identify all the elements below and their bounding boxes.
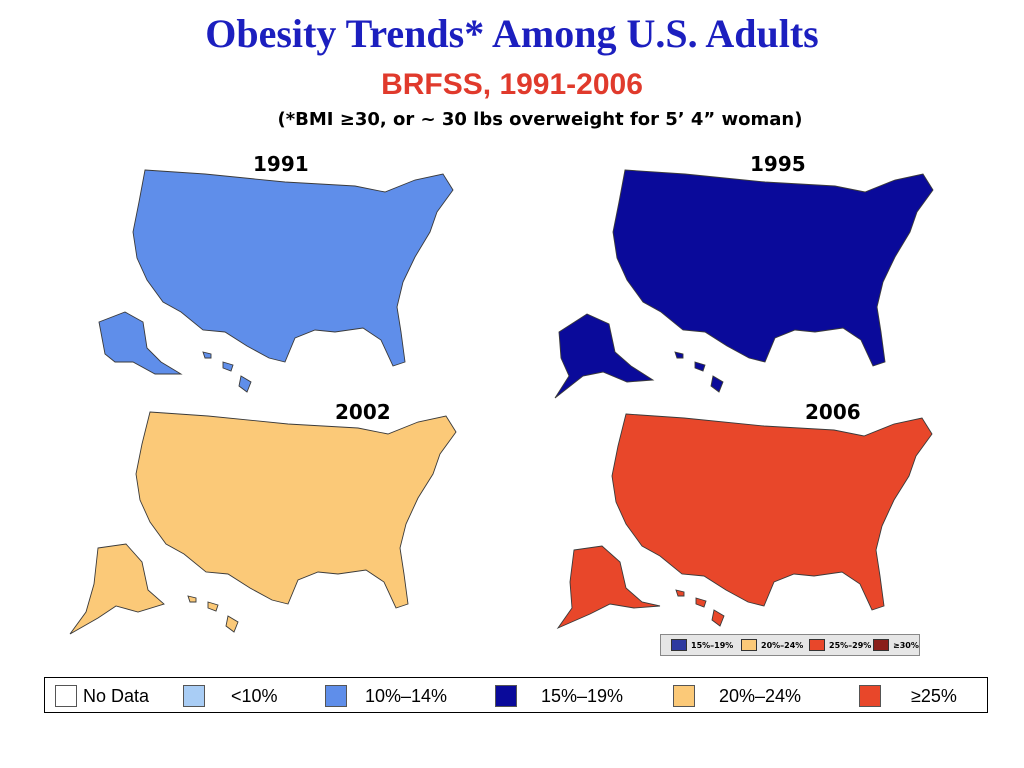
- alaska-1995: [554, 313, 655, 399]
- legend-item-lt10: [183, 683, 205, 709]
- map-year-label-2002: 2002: [335, 400, 391, 424]
- legend-label-15-19: 15%–19%: [541, 686, 624, 706]
- map-2002: [68, 406, 468, 638]
- legend-label-20-24: 20%–24%: [719, 686, 802, 706]
- map-year-label-1991: 1991: [253, 152, 309, 176]
- legend-item-10-14: [325, 683, 347, 709]
- map-1995-shapes: [554, 169, 934, 399]
- legend-label-no-data: No Data: [83, 686, 150, 706]
- inset-legend-item: 15%–19%: [671, 639, 733, 651]
- page-subtitle: BRFSS, 1991-2006: [381, 68, 643, 101]
- map-year-label-1995: 1995: [750, 152, 806, 176]
- legend-item-no-data: [55, 683, 77, 709]
- map-year-label-2006: 2006: [805, 400, 861, 424]
- legend-swatch: [183, 685, 205, 707]
- hawaii-2002: [187, 595, 239, 633]
- map-1995: [545, 162, 965, 407]
- alaska-1991: [98, 311, 183, 375]
- legend-item-15-19: [495, 683, 517, 709]
- map-2006-shapes: [556, 413, 933, 630]
- contiguous-us-2002: [135, 411, 457, 609]
- inset-legend-item: 25%–29%: [809, 639, 871, 651]
- map-2006: [540, 408, 960, 630]
- alaska-2002: [69, 543, 165, 635]
- legend-swatch: [859, 685, 881, 707]
- legend-item-20-24: [673, 683, 695, 709]
- map-2002-shapes: [69, 411, 457, 635]
- legend-label-10-14: 10%–14%: [365, 686, 448, 706]
- inset-legend-label: 20%–24%: [761, 640, 804, 650]
- alaska-2006: [556, 545, 661, 630]
- legend-label-ge25: ≥25%: [911, 686, 957, 706]
- inset-legend-swatch: [671, 639, 687, 651]
- inset-legend-item: 20%–24%: [741, 639, 803, 651]
- inset-legend-swatch: [741, 639, 757, 651]
- inset-legend-swatch: [809, 639, 825, 651]
- inset-legend-2006: 15%–19% 20%–24% 25%–29% ≥30%: [660, 634, 920, 656]
- page-title: Obesity Trends* Among U.S. Adults: [205, 11, 819, 56]
- map-1991: [85, 162, 465, 402]
- map-1991-shapes: [98, 169, 454, 393]
- legend-label-lt10: <10%: [231, 686, 278, 706]
- hawaii-1991: [202, 351, 252, 393]
- bmi-footnote: (*BMI ≥30, or ~ 30 lbs overweight for 5’…: [277, 109, 803, 130]
- main-legend: No Data <10% 10%–14% 15%–19% 20%–24% ≥25…: [44, 677, 988, 713]
- contiguous-us-1995: [612, 169, 934, 367]
- legend-swatch: [673, 685, 695, 707]
- inset-legend-label: ≥30%: [893, 640, 919, 650]
- inset-legend-swatch: [873, 639, 889, 651]
- legend-swatch: [55, 685, 77, 707]
- legend-swatch: [495, 685, 517, 707]
- legend-swatch: [325, 685, 347, 707]
- inset-legend-label: 15%–19%: [691, 640, 734, 650]
- contiguous-us-2006: [611, 413, 933, 611]
- legend-item-ge25: [859, 683, 881, 709]
- contiguous-us-1991: [132, 169, 454, 367]
- inset-legend-label: 25%–29%: [829, 640, 872, 650]
- inset-legend-item: ≥30%: [873, 639, 919, 651]
- hawaii-2006: [675, 589, 725, 627]
- hawaii-1995: [674, 351, 724, 393]
